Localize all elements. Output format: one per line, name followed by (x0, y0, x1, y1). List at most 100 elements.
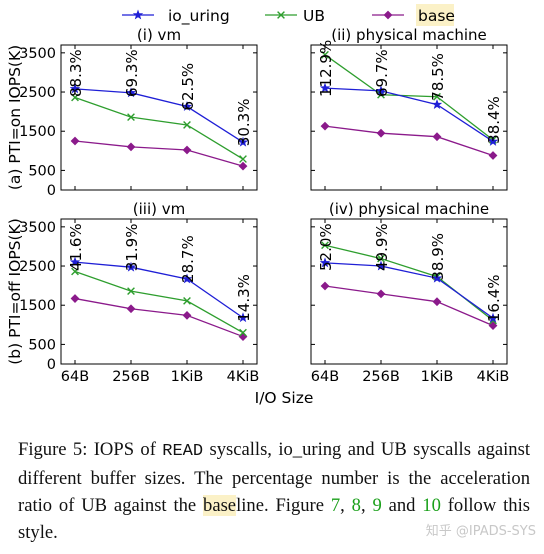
point-io_uring (181, 273, 193, 284)
y-axis-label: (b) PTI=off IOPS(K) (6, 218, 24, 365)
series-line (74, 88, 244, 143)
point-UB (183, 297, 191, 305)
x-tick-label: 64B (61, 369, 89, 385)
caption-mid1: syscalls, io_uring and UB syscalls again… (18, 439, 530, 516)
panel-4: (iv) physical machine 64B 256B 1KiB 4KiB 52.0… (310, 200, 510, 385)
annotation-label: 16.4% (485, 274, 503, 322)
point-base (238, 332, 248, 341)
x-tick-label: 64B (311, 369, 339, 385)
point-base (488, 151, 498, 160)
point-io_uring (125, 261, 137, 272)
caption-mid3: and (381, 495, 423, 516)
point-io_uring (125, 87, 137, 98)
plot-frame (310, 218, 508, 365)
point-base (432, 297, 442, 307)
legend-item-io_uring: io_uring (122, 7, 230, 26)
series-line (324, 125, 494, 157)
point-UB (239, 328, 247, 337)
legend-label: UB (303, 7, 325, 25)
legend: io_uring UB base (122, 4, 455, 26)
plot-frame (310, 44, 508, 191)
annotation-label: 78.5% (429, 53, 447, 101)
series-line (324, 262, 494, 319)
y-axis-label: (a) PTI=on IOPS(K) (6, 45, 24, 190)
figure-ref-7[interactable]: 7 (330, 495, 341, 516)
y-tick-label: 0 (47, 357, 56, 373)
point-base (126, 304, 136, 314)
series-base (320, 121, 498, 160)
point-UB (127, 287, 135, 296)
point-UB (433, 92, 441, 101)
caption-mid2: line. Figure (236, 495, 331, 516)
figure-caption: Figure 5: IOPS of READ syscalls, io_urin… (18, 436, 530, 546)
caption-sep1: , (340, 495, 352, 516)
star-icon (132, 9, 144, 20)
y-tick-label: 2500 (19, 85, 56, 101)
panel-3: (iii) vm 0 500 1500 2500 3500 64B 256B 1KiB 4KiB 4… (19, 200, 259, 385)
series-line (74, 297, 244, 338)
caption-suffix: follow this style. (18, 495, 530, 543)
point-base (376, 289, 386, 299)
y-tick-label: 0 (47, 183, 56, 199)
point-UB (127, 113, 135, 122)
point-io_uring (487, 312, 499, 323)
point-UB (183, 121, 191, 129)
annotation-label: 62.5% (179, 63, 197, 111)
point-base (432, 132, 442, 142)
x-icon (277, 11, 285, 19)
annotation-label: 30.3% (235, 99, 253, 147)
point-UB (239, 155, 247, 163)
panel-title: (iii) vm (133, 200, 185, 218)
point-base (70, 294, 80, 303)
series-line (324, 285, 494, 327)
caption-highlight: base (203, 495, 237, 516)
series-line (74, 140, 244, 167)
y-tick-label: 1500 (19, 298, 56, 314)
x-tick-label: 1KiB (171, 369, 204, 385)
caption-sep2: , (360, 495, 373, 516)
series-UB (71, 267, 247, 337)
legend-highlight (416, 4, 454, 26)
panel-title: (ii) physical machine (331, 26, 487, 44)
figure-ref-8[interactable]: 8 (351, 495, 361, 516)
point-io_uring (375, 85, 387, 96)
series-io_uring (319, 257, 499, 323)
point-io_uring (237, 136, 249, 147)
point-base (70, 136, 80, 146)
panel-1: (i) vm 0 500 1500 2500 3500 88.3% 69.3% 62.5% 30.… (19, 26, 258, 199)
series-base (70, 136, 248, 171)
point-UB (321, 50, 329, 59)
point-base (238, 161, 248, 171)
x-tick-label: 1KiB (421, 369, 454, 385)
series-base (70, 294, 248, 341)
series-io_uring (69, 256, 249, 323)
annotation-label: 69.7% (373, 49, 391, 97)
series-line (324, 244, 494, 322)
figure-canvas: io_uring UB base (i) vm 0 500 1500 2500 3500 88.3… (6, 4, 510, 407)
x-tick-label: 256B (362, 369, 400, 385)
annotation-label: 112.9% (317, 40, 335, 97)
diamond-icon (383, 10, 393, 20)
y-tick-label: 2500 (19, 259, 56, 275)
annotation-label: 28.7% (179, 235, 197, 283)
annotation-label: 38.4% (485, 96, 503, 144)
point-io_uring (237, 312, 249, 323)
figure-ref-10[interactable]: 10 (422, 495, 441, 516)
point-io_uring (487, 135, 499, 146)
series-line (74, 261, 244, 319)
annotation-label: 52.0% (317, 223, 335, 271)
point-base (320, 281, 330, 291)
point-base (488, 321, 498, 330)
plot-frame (60, 44, 258, 191)
point-base (376, 128, 386, 138)
caption-code: READ (162, 442, 204, 461)
x-tick-label: 256B (112, 369, 150, 385)
x-tick-label: 4KiB (227, 369, 260, 385)
x-tick-label: 4KiB (477, 369, 510, 385)
legend-label: base (418, 7, 455, 25)
series-UB (71, 93, 247, 163)
figure-ref-9[interactable]: 9 (372, 495, 382, 516)
panel-title: (iv) physical machine (329, 200, 489, 218)
point-base (320, 121, 330, 131)
